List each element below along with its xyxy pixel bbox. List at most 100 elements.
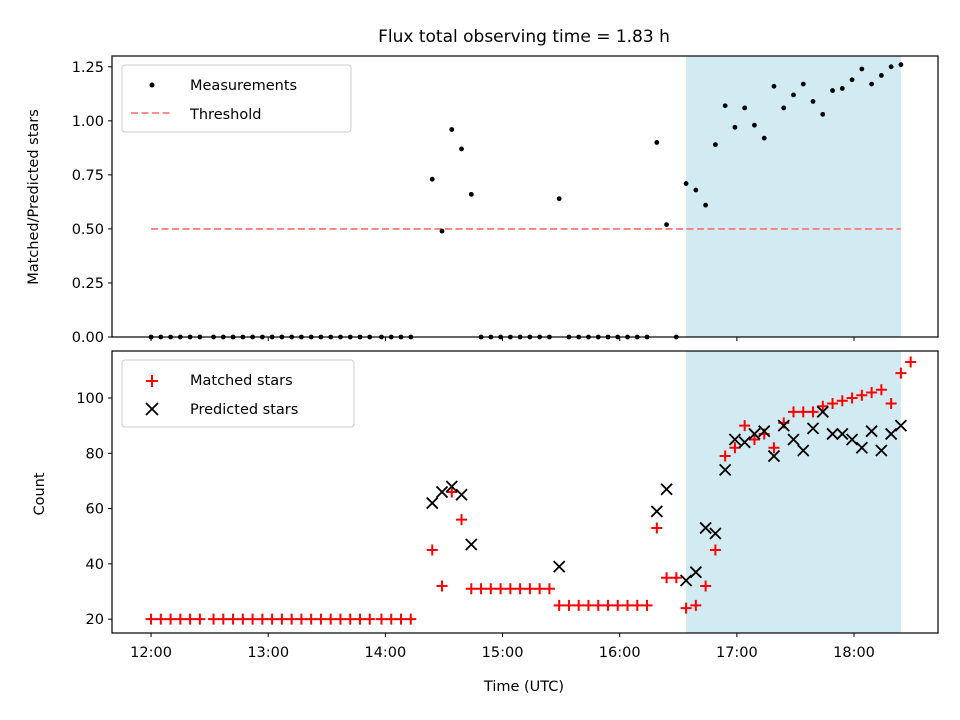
matched-star-point (247, 613, 259, 625)
predicted-star-point (884, 427, 898, 441)
matched-star-point (256, 613, 268, 625)
measurement-point (654, 140, 660, 145)
measurement-point (693, 187, 699, 193)
matched-star-point (827, 398, 839, 410)
measurement-point (839, 86, 845, 91)
matched-star-point (690, 599, 702, 611)
matched-star-point (836, 395, 848, 407)
legend-predicted-label: Predicted stars (190, 402, 298, 418)
measurement-point (712, 142, 718, 148)
bottom-y-tick-label: 60 (86, 502, 104, 518)
top-y-tick-label: 1.00 (72, 114, 104, 130)
predicted-star-point (797, 444, 810, 457)
matched-star-point (446, 486, 458, 498)
predicted-star-point (767, 449, 781, 463)
bottom-highlight-span (686, 351, 901, 633)
predicted-star-point (758, 425, 771, 438)
bottom-y-ticks: 20 40 60 80 100 (76, 391, 112, 628)
matched-star-point (553, 599, 565, 611)
matched-star-point (208, 613, 220, 625)
measurement-point (683, 181, 689, 186)
matched-star-point (592, 599, 604, 611)
x-tick-label: 17:00 (716, 645, 758, 661)
x-axis-label: Time (UTC) (483, 679, 564, 695)
predicted-star-point (845, 433, 859, 446)
top-panel: Flux total observing time = 1.83 h 0.000… (26, 27, 939, 346)
bottom-legend: Matched stars Predicted stars (121, 359, 355, 428)
legend-matched-label: Matched stars (190, 373, 293, 389)
predicted-star-point (699, 521, 712, 535)
predicted-star-point (728, 433, 742, 446)
x-tick-label: 13:00 (247, 645, 289, 661)
matched-star-point (436, 580, 448, 592)
measurement-point (898, 62, 904, 68)
matched-star-point (748, 433, 760, 445)
predicted-star-point (679, 574, 693, 587)
predicted-star-point (836, 427, 849, 441)
predicted-star-point (865, 425, 878, 438)
matched-star-point (375, 613, 387, 625)
x-tick-label: 14:00 (364, 645, 406, 661)
bottom-plot-marks (145, 356, 917, 625)
top-axes-frame (111, 55, 939, 338)
predicted-star-point (826, 427, 839, 441)
bottom-y-tick-label: 100 (76, 391, 104, 407)
measurement-point (781, 105, 787, 111)
predicted-star-point (445, 480, 458, 493)
matched-star-point (846, 392, 858, 404)
measurement-point (556, 196, 562, 202)
top-x-ticks (150, 337, 855, 341)
matched-star-point (729, 442, 741, 454)
predicted-star-point (855, 441, 868, 454)
matched-star-point (534, 583, 546, 595)
matched-star-point (622, 599, 634, 611)
predicted-star-point (738, 436, 751, 449)
matched-star-point (651, 522, 663, 534)
bottom-y-tick-label: 20 (86, 612, 104, 628)
measurement-point (722, 103, 728, 109)
matched-star-point (563, 599, 575, 611)
measurement-point (752, 122, 757, 128)
top-y-tick-label: 0.75 (72, 168, 104, 184)
matched-star-point (364, 613, 376, 625)
matched-star-point (485, 583, 497, 595)
matched-star-point (661, 572, 673, 584)
predicted-star-point (748, 427, 761, 441)
matched-star-point (582, 599, 594, 611)
predicted-star-point (426, 496, 439, 510)
legend-measurements-label: Measurements (190, 78, 297, 94)
predicted-star-point (875, 444, 888, 457)
measurement-point (869, 81, 875, 87)
matched-star-point (573, 599, 585, 611)
matched-star-point (514, 583, 526, 595)
measurement-point (459, 146, 464, 152)
matched-star-point (165, 613, 177, 625)
matched-star-point (334, 613, 346, 625)
predicted-star-point (435, 485, 449, 499)
top-y-tick-label: 1.25 (72, 60, 104, 76)
measurement-point (878, 73, 884, 78)
matched-star-point (286, 613, 298, 625)
predicted-star-point (719, 463, 732, 477)
predicted-star-point (806, 422, 820, 435)
matched-star-point (354, 613, 366, 625)
matched-star-point (895, 367, 907, 379)
matched-star-point (475, 583, 487, 595)
predicted-star-point (465, 538, 478, 551)
predicted-star-point (455, 488, 468, 501)
matched-star-point (719, 450, 731, 462)
matched-star-point (905, 356, 917, 368)
matched-star-point (700, 580, 712, 592)
matched-star-point (217, 613, 229, 625)
matched-star-point (709, 544, 721, 556)
matched-star-point (237, 613, 249, 625)
top-y-axis-label: Matched/Predicted stars (26, 109, 42, 285)
matched-star-point (194, 613, 206, 625)
matched-star-point (184, 613, 196, 625)
matched-star-point (465, 583, 477, 595)
predicted-star-point (660, 483, 673, 496)
x-tick-label: 18:00 (833, 645, 875, 661)
matched-star-point (866, 386, 878, 398)
matched-star-point (670, 572, 682, 584)
measurement-point (439, 228, 445, 234)
